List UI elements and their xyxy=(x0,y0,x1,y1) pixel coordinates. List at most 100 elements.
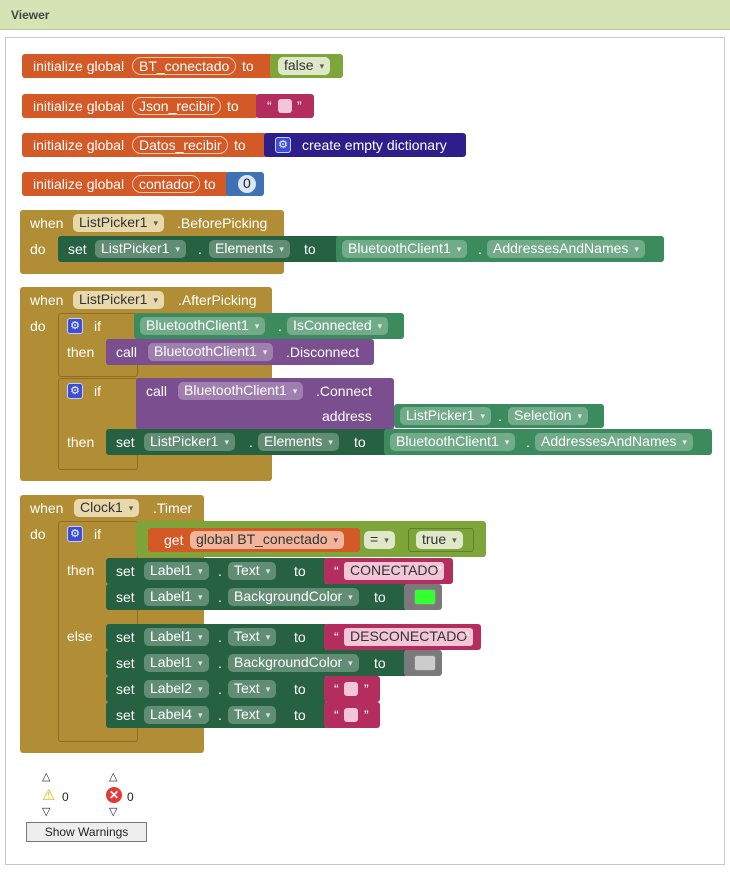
property-dropdown[interactable]: AddressesAndNames ▾ xyxy=(487,240,645,258)
component-dropdown[interactable]: BluetoothClient1 ▾ xyxy=(178,382,304,400)
event-name: .BeforePicking xyxy=(177,215,268,231)
empty-string-field[interactable] xyxy=(278,99,292,113)
false-block[interactable]: false ▾ xyxy=(270,54,343,78)
gear-icon[interactable]: ⚙ xyxy=(67,526,83,542)
boolean-dropdown[interactable]: true ▾ xyxy=(416,531,463,549)
set-label: set xyxy=(116,629,135,645)
empty-text-block[interactable]: “ ” xyxy=(256,94,314,118)
set-label-property-block[interactable]: set Label1 ▾. BackgroundColor ▾ to xyxy=(106,650,408,676)
show-warnings-button[interactable]: Show Warnings xyxy=(26,822,147,842)
component-dropdown[interactable]: Label1 ▾ xyxy=(144,628,209,646)
component-dropdown[interactable]: Clock1 ▾ xyxy=(74,499,140,517)
call-label: call xyxy=(146,383,168,399)
component-dropdown[interactable]: ListPicker1 ▾ xyxy=(73,214,164,232)
then-label: then xyxy=(67,434,95,450)
empty-string-field[interactable] xyxy=(344,682,358,696)
warning-down-arrow-icon[interactable]: ▽ xyxy=(42,806,51,818)
gear-icon[interactable]: ⚙ xyxy=(275,137,291,153)
text-field[interactable]: CONECTADO xyxy=(344,562,445,580)
color-swatch[interactable] xyxy=(414,589,436,605)
set-label-property-block[interactable]: set Label4 ▾. Text ▾ to xyxy=(106,702,328,728)
init-global-datos-recibir-block[interactable]: initialize global Datos_recibir to xyxy=(22,133,268,157)
text-string-block[interactable]: “” xyxy=(324,676,380,702)
variable-name-field[interactable]: Datos_recibir xyxy=(132,136,229,154)
boolean-dropdown[interactable]: false ▾ xyxy=(278,57,331,75)
property-dropdown[interactable]: Selection ▾ xyxy=(508,407,589,425)
open-quote: “ xyxy=(334,707,339,723)
color-block[interactable] xyxy=(404,650,442,676)
component-dropdown[interactable]: BluetoothClient1 ▾ xyxy=(390,433,516,451)
property-dropdown[interactable]: Text ▾ xyxy=(228,628,277,646)
bluetooth-addresses-getter-block[interactable]: BluetoothClient1 ▾ . AddressesAndNames ▾ xyxy=(336,236,664,262)
component-dropdown[interactable]: BluetoothClient1 ▾ xyxy=(140,317,266,335)
variable-name-field[interactable]: contador xyxy=(132,175,201,193)
gear-icon[interactable]: ⚙ xyxy=(67,383,83,399)
variable-name-field[interactable]: BT_conectado xyxy=(132,57,237,75)
set-label-property-block[interactable]: set Label2 ▾. Text ▾ to xyxy=(106,676,328,702)
property-name: Text xyxy=(234,680,260,696)
variable-dropdown[interactable]: global BT_conectado ▾ xyxy=(190,531,345,549)
property-name: Text xyxy=(234,628,260,644)
text-string-block[interactable]: “ CONECTADO” xyxy=(324,558,453,584)
set-label-property-block[interactable]: set Label1 ▾. Text ▾ to xyxy=(106,624,328,650)
set-listpicker-elements-block[interactable]: set ListPicker1 ▾ . Elements ▾ to xyxy=(58,236,340,262)
number-field[interactable]: 0 xyxy=(238,175,256,193)
property-dropdown[interactable]: Elements ▾ xyxy=(209,240,290,258)
operator-dropdown[interactable]: = ▾ xyxy=(364,531,395,549)
warning-up-arrow-icon[interactable]: △ xyxy=(42,771,51,783)
property-dropdown[interactable]: Elements ▾ xyxy=(258,433,339,451)
set-listpicker-elements-block[interactable]: set ListPicker1 ▾ . Elements ▾ to xyxy=(106,429,388,455)
dropdown-arrow-icon: ▾ xyxy=(254,321,260,331)
dropdown-arrow-icon: ▾ xyxy=(292,386,298,396)
error-down-arrow-icon[interactable]: ▽ xyxy=(109,806,118,818)
gear-icon[interactable]: ⚙ xyxy=(67,318,83,334)
property-dropdown[interactable]: Text ▾ xyxy=(228,562,277,580)
component-dropdown[interactable]: Label4 ▾ xyxy=(144,706,209,724)
set-label: set xyxy=(116,681,135,697)
dropdown-arrow-icon: ▾ xyxy=(198,684,203,694)
property-dropdown[interactable]: BackgroundColor ▾ xyxy=(228,654,359,672)
true-block[interactable]: true ▾ xyxy=(408,528,474,552)
component-dropdown[interactable]: BluetoothClient1 ▾ xyxy=(148,343,274,361)
dropdown-arrow-icon: ▾ xyxy=(377,321,383,331)
text-field[interactable]: DESCONECTADO xyxy=(344,628,474,646)
component-dropdown[interactable]: Label1 ▾ xyxy=(144,588,209,606)
component-dropdown[interactable]: ListPicker1 ▾ xyxy=(144,433,235,451)
component-dropdown[interactable]: ListPicker1 ▾ xyxy=(73,291,164,309)
property-dropdown[interactable]: AddressesAndNames ▾ xyxy=(535,433,693,451)
set-label-property-block[interactable]: set Label1 ▾. BackgroundColor ▾ to xyxy=(106,584,408,610)
component-dropdown[interactable]: Label2 ▾ xyxy=(144,680,209,698)
call-disconnect-block[interactable]: call BluetoothClient1 ▾ .Disconnect xyxy=(106,339,374,365)
dropdown-arrow-icon: ▾ xyxy=(175,244,180,254)
listpicker-selection-block[interactable]: ListPicker1 ▾ . Selection ▾ xyxy=(394,404,604,428)
property-dropdown[interactable]: Text ▾ xyxy=(228,680,277,698)
color-swatch[interactable] xyxy=(414,655,436,671)
component-dropdown[interactable]: BluetoothClient1 ▾ xyxy=(342,240,468,258)
create-empty-dictionary-block[interactable]: ⚙ create empty dictionary xyxy=(264,133,466,157)
get-global-bt-conectado-block[interactable]: get global BT_conectado ▾ xyxy=(148,528,360,552)
text-string-block[interactable]: “” xyxy=(324,702,380,728)
to-label: to xyxy=(242,58,254,74)
variable-name: global BT_conectado xyxy=(196,531,328,547)
error-up-arrow-icon[interactable]: △ xyxy=(109,771,118,783)
property-name: Text xyxy=(234,706,260,722)
property-dropdown[interactable]: BackgroundColor ▾ xyxy=(228,588,359,606)
component-dropdown[interactable]: ListPicker1 ▾ xyxy=(400,407,491,425)
color-block[interactable] xyxy=(404,584,442,610)
set-label-property-block[interactable]: set Label1 ▾. Text ▾ to xyxy=(106,558,328,584)
init-global-json-recibir-block[interactable]: initialize global Json_recibir to xyxy=(22,94,258,118)
property-dropdown[interactable]: IsConnected ▾ xyxy=(287,317,389,335)
bluetooth-isconnected-block[interactable]: BluetoothClient1 ▾ . IsConnected ▾ xyxy=(134,313,404,339)
text-string-block[interactable]: “ DESCONECTADO” xyxy=(324,624,481,650)
property-dropdown[interactable]: Text ▾ xyxy=(228,706,277,724)
component-dropdown[interactable]: Label1 ▾ xyxy=(144,654,209,672)
init-global-bt-conectado-block[interactable]: initialize global BT_conectado to xyxy=(22,54,274,78)
component-dropdown[interactable]: ListPicker1 ▾ xyxy=(95,240,186,258)
call-connect-block[interactable]: call BluetoothClient1 ▾ .Connect address xyxy=(136,378,394,430)
component-dropdown[interactable]: Label1 ▾ xyxy=(144,562,209,580)
empty-string-field[interactable] xyxy=(344,708,358,722)
number-block[interactable]: 0 xyxy=(226,172,264,196)
variable-name-field[interactable]: Json_recibir xyxy=(132,97,222,115)
init-global-contador-block[interactable]: initialize global contador to xyxy=(22,172,230,196)
bluetooth-addresses-getter-block[interactable]: BluetoothClient1 ▾ . AddressesAndNames ▾ xyxy=(384,429,712,455)
